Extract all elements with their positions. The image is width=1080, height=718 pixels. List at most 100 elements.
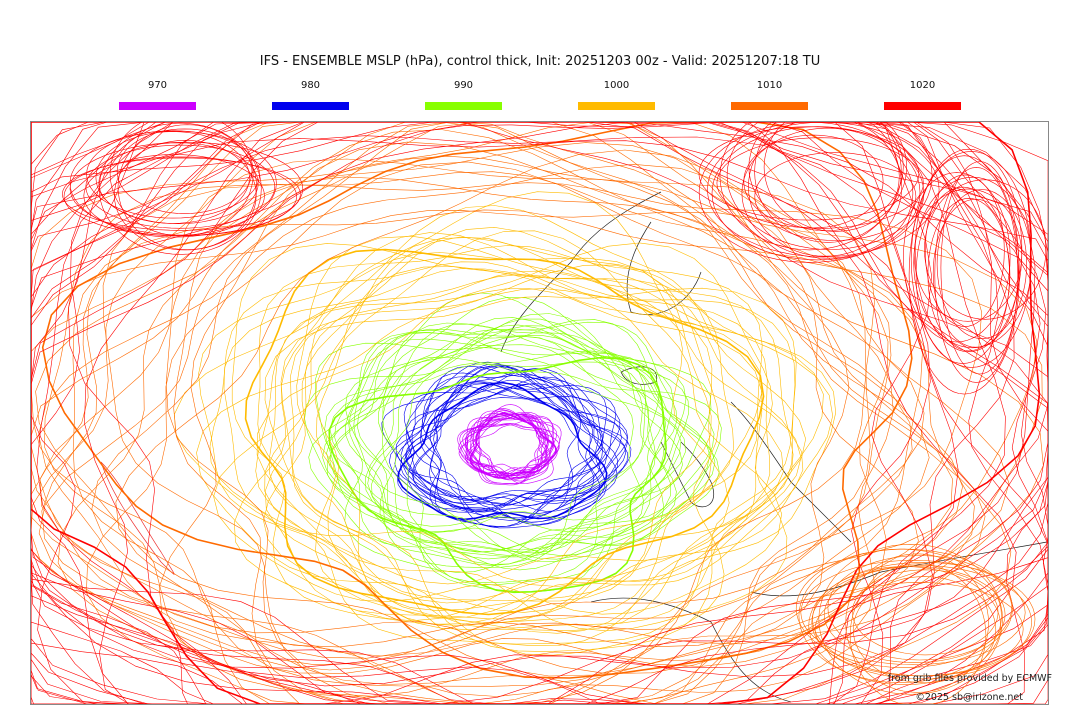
isobar-1020 [726, 122, 933, 250]
isobar-1020 [902, 172, 1011, 343]
isobar-1010 [31, 142, 850, 697]
isobar-1020 [716, 137, 924, 229]
isobar-1020 [31, 122, 1048, 704]
isobar-990 [345, 329, 674, 553]
legend-item-980: 980 [272, 80, 349, 110]
isobar-1020 [31, 122, 1048, 704]
isobar-1020 [914, 148, 1023, 353]
isobar-1010 [38, 163, 894, 704]
legend-label: 970 [147, 80, 168, 91]
isobar-1020 [69, 130, 277, 236]
isobar-1000 [255, 288, 763, 647]
isobar-1010 [31, 122, 913, 666]
isobar-990 [326, 292, 686, 533]
isobar-1010 [41, 122, 913, 679]
isobar-990 [382, 357, 722, 593]
isobar-1010 [86, 161, 986, 704]
isobar-1010 [57, 129, 963, 698]
isobar-1000 [264, 205, 807, 585]
isobar-1020 [908, 155, 1020, 395]
source-credit: from grib files provided by ECMWF [887, 673, 1052, 684]
isobar-1020 [940, 161, 1020, 375]
legend-swatch [884, 102, 961, 110]
isobar-970 [465, 412, 550, 479]
isobar-1010 [827, 555, 1012, 661]
isobar-970 [473, 410, 558, 475]
isobar-1020 [915, 186, 1010, 364]
isobar-1020 [61, 157, 301, 231]
isobar-1010 [39, 122, 953, 648]
isobar-1020 [31, 122, 1015, 704]
isobar-1020 [31, 122, 1048, 704]
isobar-980 [400, 383, 607, 525]
isobar-1020 [934, 167, 1019, 383]
legend-label: 1010 [756, 80, 783, 91]
copyright: ©2025 sb@irizone.net [915, 692, 1023, 703]
isobar-990 [334, 338, 667, 566]
isobar-980 [396, 383, 601, 522]
isobar-1020 [109, 122, 254, 237]
isobar-970 [459, 413, 545, 480]
isobar-980 [403, 385, 607, 519]
isobar-1020 [31, 122, 1048, 704]
isobar-1000 [316, 266, 837, 634]
isobar-1000 [231, 243, 762, 625]
isobar-980 [381, 368, 581, 510]
isobar-1020 [98, 142, 259, 225]
isobar-980 [429, 382, 632, 528]
coastlines [100, 191, 1048, 703]
isobar-990 [371, 324, 716, 560]
isobar-1010 [845, 553, 989, 693]
isobar-1020 [114, 139, 257, 251]
isobar-1020 [116, 128, 253, 215]
isobar-1020 [86, 130, 260, 219]
isobar-1010 [158, 141, 1044, 704]
isobar-1020 [31, 122, 1041, 704]
isobar-1020 [741, 127, 914, 259]
isobar-1020 [31, 122, 1048, 704]
isobar-1000 [264, 287, 797, 652]
isobar-990 [379, 323, 715, 565]
isobar-1020 [910, 151, 1032, 368]
isobar-1020 [31, 122, 1048, 704]
isobar-1020 [754, 122, 902, 243]
isobar-1010 [823, 566, 1006, 664]
isobar-1020 [743, 134, 884, 229]
isobar-1020 [31, 122, 1048, 704]
isobar-980 [420, 374, 617, 507]
isobar-1010 [115, 149, 1012, 704]
isobar-1000 [264, 226, 802, 604]
isobar-1000 [256, 242, 788, 632]
isobar-1020 [754, 152, 917, 241]
isobar-970 [466, 423, 549, 484]
isobar-1000 [263, 236, 804, 619]
isobar-1010 [44, 171, 892, 704]
isobar-980 [400, 361, 604, 500]
legend-label: 980 [300, 80, 321, 91]
isobar-1010 [852, 576, 997, 684]
isobar-1020 [85, 144, 276, 229]
isobar-1020 [36, 138, 1048, 704]
legend-swatch [425, 102, 502, 110]
isobar-1020 [927, 198, 1011, 352]
isobar-1000 [314, 237, 834, 613]
spaghetti-map [31, 122, 1048, 704]
isobar-1020 [936, 189, 1027, 340]
legend-item-990: 990 [425, 80, 502, 110]
isobar-1010 [165, 158, 1038, 704]
isobar-1000 [269, 274, 771, 631]
isobar-1020 [31, 122, 1048, 704]
isobar-1000 [296, 235, 824, 624]
isobar-1010 [41, 122, 925, 659]
isobar-1020 [69, 141, 304, 236]
isobar-990 [378, 322, 712, 554]
isobar-lines [31, 122, 1048, 704]
legend-swatch [272, 102, 349, 110]
isobar-1020 [719, 122, 900, 251]
isobar-1010 [31, 122, 930, 671]
isobar-980 [405, 395, 603, 529]
legend-item-1000: 1000 [578, 80, 655, 110]
legend-label: 990 [453, 80, 474, 91]
isobar-1020 [707, 122, 940, 258]
isobar-1010 [852, 569, 999, 656]
